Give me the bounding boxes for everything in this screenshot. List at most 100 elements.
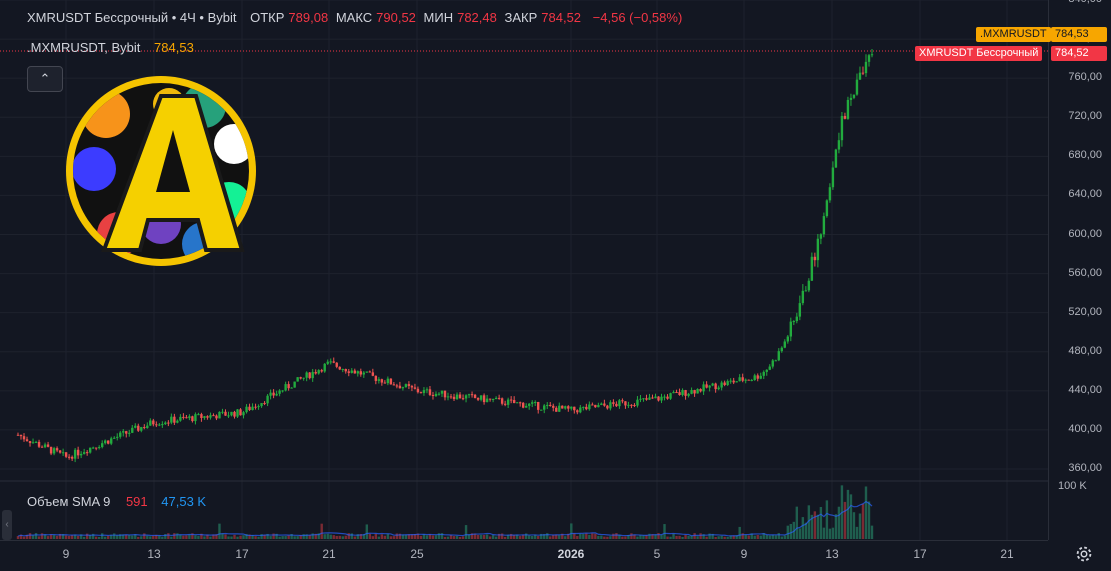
time-tick: 17: [235, 547, 249, 561]
candle-body: [302, 377, 305, 379]
candle-body: [816, 238, 820, 261]
volume-bar: [49, 534, 53, 539]
candle-body: [582, 406, 585, 408]
volume-bar: [356, 534, 359, 539]
candle-body: [630, 404, 633, 406]
candle-body: [849, 97, 853, 100]
volume-bar: [254, 536, 257, 539]
collapse-legend-button[interactable]: ⌃: [27, 66, 63, 92]
volume-bar: [40, 533, 44, 539]
volume-bar: [73, 534, 77, 539]
volume-bar: [518, 536, 522, 539]
volume-bar: [155, 534, 158, 539]
time-axis[interactable]: 9 13 17 21 25 2026 5 9 13 17 21: [0, 540, 1048, 571]
volume-bar: [287, 535, 290, 539]
volume-bar: [861, 503, 865, 539]
candle-body: [663, 396, 666, 398]
candle-body: [651, 397, 654, 399]
volume-bar: [482, 534, 486, 539]
candle-body: [116, 436, 119, 438]
volume-bar: [413, 533, 417, 539]
volume-bar: [28, 533, 32, 539]
volume-bar: [434, 535, 438, 539]
volume-bar: [765, 535, 768, 539]
volume-bar: [362, 534, 366, 539]
candle-body: [434, 393, 438, 396]
volume-bar: [182, 535, 185, 539]
chevron-up-icon: ⌃: [39, 71, 51, 86]
volume-bar: [831, 527, 835, 539]
volume-bar: [693, 533, 696, 539]
candle-body: [603, 403, 606, 406]
candle-body: [176, 420, 179, 423]
price-axis[interactable]: 840,00800,00760,00720,00680,00640,00600,…: [1048, 0, 1111, 540]
candle-body: [362, 372, 366, 375]
overlay-legend[interactable]: .MXMRUSDT, Bybit 784,53: [27, 40, 198, 55]
volume-bar: [185, 535, 188, 539]
candle-body: [200, 414, 203, 418]
candle-body: [597, 405, 600, 408]
candle-body: [672, 392, 675, 394]
volume-bar: [179, 534, 182, 539]
volume-bar: [723, 536, 726, 539]
volume-legend[interactable]: Объем SMA 9 591 47,53 K: [27, 494, 210, 509]
candle-body: [107, 440, 110, 444]
candle-body: [236, 409, 239, 417]
candle-body: [443, 390, 447, 398]
candle-body: [609, 402, 612, 409]
volume-bar: [630, 533, 633, 539]
volume-bar: [203, 536, 206, 539]
volume-bar: [591, 533, 594, 539]
candle-body: [461, 398, 465, 400]
candle-body: [158, 424, 161, 426]
volume-bar: [55, 535, 59, 539]
volume-bar: [19, 534, 23, 539]
candle-body: [67, 456, 71, 458]
volume-bar: [215, 534, 218, 539]
candle-body: [425, 389, 429, 391]
candle-body: [708, 385, 711, 388]
gear-icon[interactable]: [1073, 543, 1095, 565]
candle-body: [257, 406, 260, 408]
candle-body: [323, 363, 326, 372]
volume-bar: [275, 533, 278, 539]
volume-bar: [735, 535, 738, 539]
volume-bar: [579, 533, 582, 539]
candle-body: [534, 401, 537, 403]
candle-body: [693, 390, 696, 394]
volume-bar: [401, 534, 405, 539]
volume-value-1: 591: [125, 494, 148, 509]
candle-body: [822, 216, 826, 235]
volume-bar: [236, 536, 239, 539]
volume-bar: [855, 526, 859, 539]
volume-bar: [549, 536, 552, 539]
candle-body: [185, 417, 188, 419]
candle-body: [155, 424, 158, 426]
candle-body: [531, 402, 534, 404]
candle-body: [266, 395, 269, 404]
volume-bar: [209, 536, 212, 539]
volume-bar: [867, 501, 871, 539]
volume-bar: [804, 522, 808, 539]
candle-body: [407, 384, 411, 386]
volume-bar: [440, 533, 444, 539]
volume-bar: [94, 536, 98, 539]
candle-body: [792, 321, 796, 323]
time-tick: 2026: [557, 547, 585, 561]
volume-bar: [470, 533, 474, 539]
side-panel-handle[interactable]: ‹: [2, 510, 12, 540]
candle-body: [819, 234, 823, 239]
time-tick: 21: [322, 547, 336, 561]
volume-bar: [534, 534, 537, 539]
volume-bar: [675, 535, 678, 539]
volume-bar: [152, 535, 155, 539]
volume-bar: [828, 528, 832, 539]
close-value: 784,52: [541, 10, 582, 25]
candle-body: [702, 384, 705, 392]
volume-bar: [52, 535, 56, 539]
volume-bar: [464, 525, 468, 539]
volume-bar: [819, 506, 823, 539]
volume-bar: [786, 525, 790, 539]
candle-body: [371, 372, 375, 376]
candle-body: [287, 384, 290, 389]
